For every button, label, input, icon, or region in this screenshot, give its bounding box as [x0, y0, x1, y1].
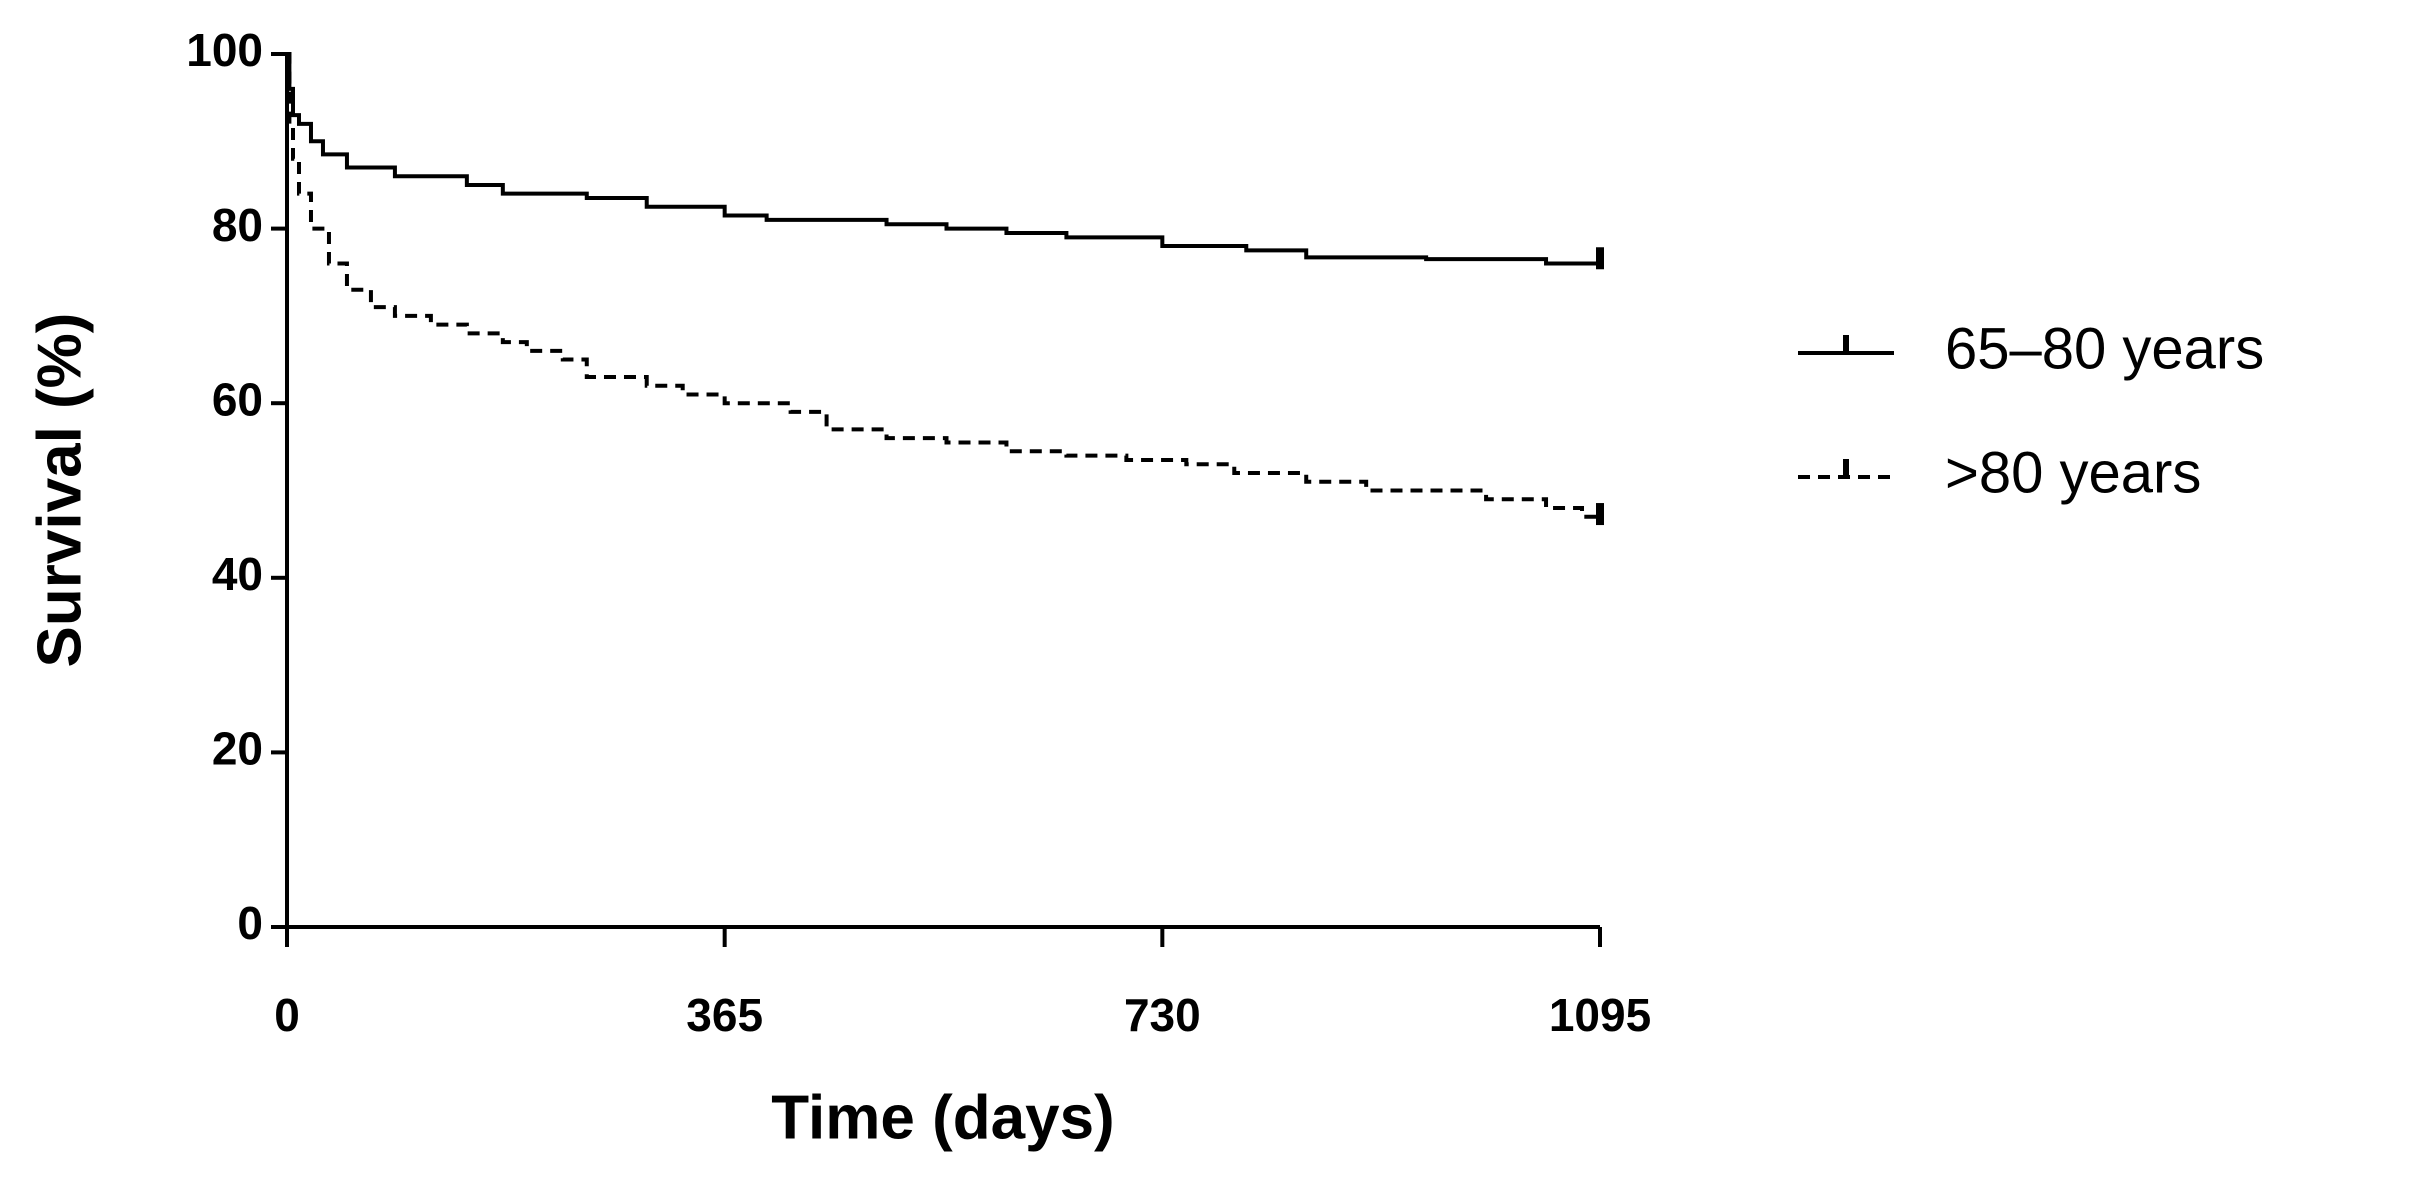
y-tick-label: 100 [186, 24, 263, 76]
x-tick-label: 0 [274, 989, 300, 1041]
y-tick-label: 80 [212, 199, 263, 251]
legend-label: 65–80 years [1945, 316, 2264, 381]
x-tick-label: 730 [1124, 989, 1201, 1041]
survival-line [287, 52, 1602, 522]
x-tick-label: 1095 [1549, 989, 1651, 1041]
y-tick-label: 20 [212, 723, 263, 775]
x-axis-title: Time (days) [771, 1083, 1114, 1152]
y-axis-title: Survival (%) [25, 313, 94, 668]
x-tick-label: 365 [686, 989, 763, 1041]
y-tick-label: 40 [212, 548, 263, 600]
y-tick-label: 0 [237, 897, 263, 949]
legend-label: >80 years [1945, 440, 2201, 505]
y-tick-label: 60 [212, 373, 263, 425]
survival-line [287, 52, 1602, 266]
